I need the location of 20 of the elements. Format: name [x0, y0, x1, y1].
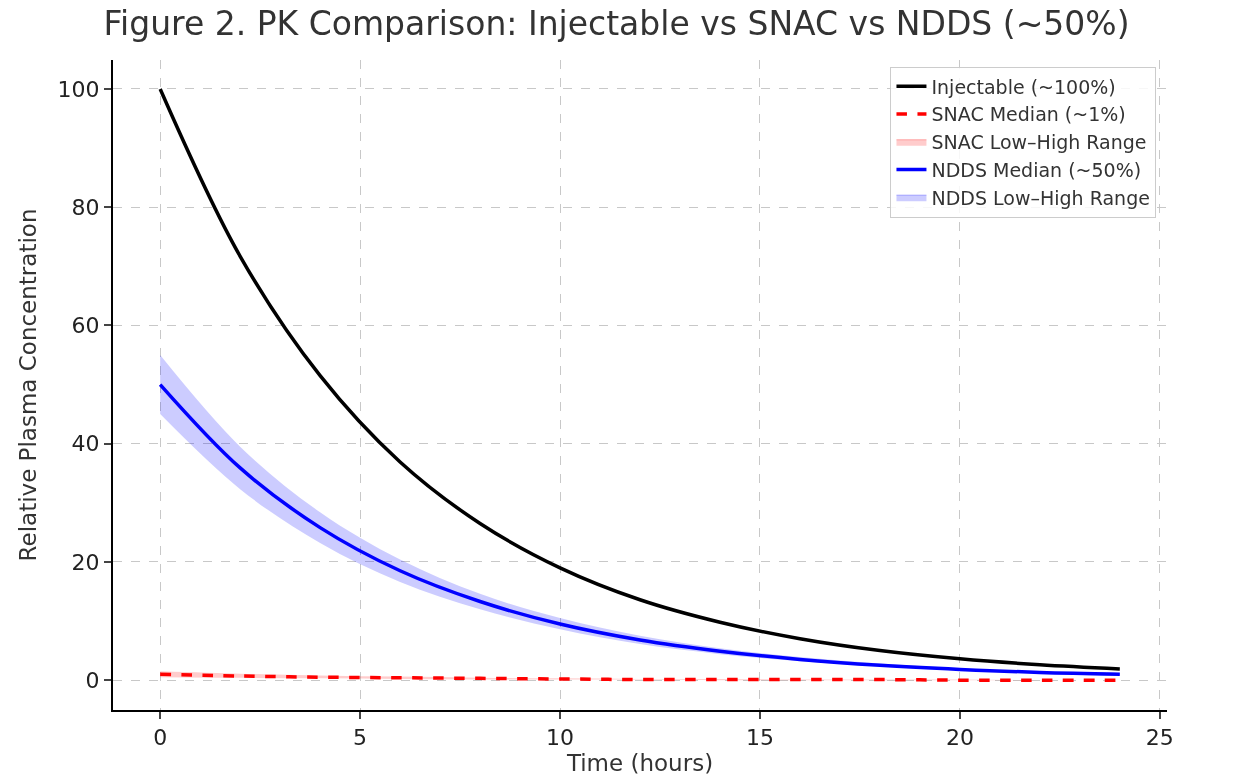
y-tick-label: 80: [71, 194, 100, 220]
x-tick-label: 0: [153, 725, 168, 751]
x-tick-label: 25: [1145, 725, 1174, 751]
y-tick-label: 60: [71, 313, 100, 339]
legend-label: Injectable (~100%): [931, 75, 1116, 98]
y-tick-label: 20: [71, 549, 100, 575]
x-tick-label: 15: [745, 725, 774, 751]
legend-label: SNAC Median (~1%): [931, 103, 1126, 126]
legend-label: SNAC Low–High Range: [931, 131, 1147, 154]
x-tick-label: 10: [546, 725, 575, 751]
y-axis-title: Relative Plasma Concentration: [14, 208, 41, 562]
x-axis-title: Time (hours): [565, 750, 714, 777]
legend-label: NDDS Median (~50%): [931, 158, 1142, 181]
x-tick-label: 20: [945, 725, 974, 751]
x-tick-label: 5: [353, 725, 368, 751]
y-tick-label: 40: [71, 431, 100, 457]
y-tick-label: 100: [57, 76, 100, 102]
y-tick-label: 0: [85, 667, 100, 693]
legend-label: NDDS Low–High Range: [931, 186, 1150, 209]
chart-title: Figure 2. PK Comparison: Injectable vs SNAC vs NDDS (~50%): [103, 3, 1130, 43]
